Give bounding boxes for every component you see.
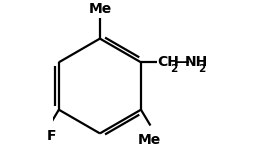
- Text: Me: Me: [138, 133, 161, 147]
- Text: 2: 2: [170, 64, 178, 74]
- Text: CH: CH: [158, 55, 179, 69]
- Text: 2: 2: [198, 64, 206, 74]
- Text: NH: NH: [185, 55, 209, 69]
- Text: F: F: [47, 130, 57, 143]
- Text: Me: Me: [88, 2, 112, 16]
- Text: —: —: [175, 55, 189, 69]
